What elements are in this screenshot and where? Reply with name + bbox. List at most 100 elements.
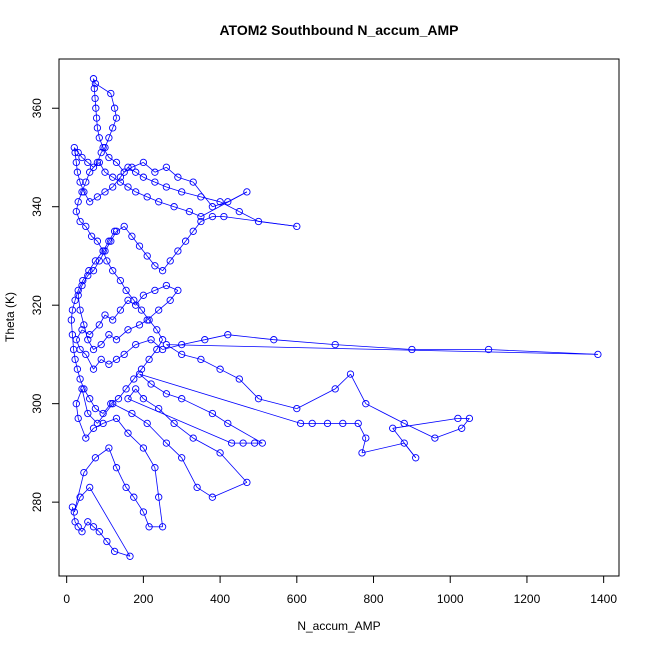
data-point <box>109 316 117 324</box>
y-tick-label: 340 <box>30 196 44 216</box>
data-point <box>82 178 90 186</box>
data-point <box>114 395 123 403</box>
data-point <box>91 454 100 462</box>
data-point <box>89 75 98 83</box>
data-point <box>112 414 121 423</box>
series-line-segment <box>87 339 94 350</box>
data-point <box>151 286 159 295</box>
series-line-segment <box>141 309 150 321</box>
data-point <box>105 444 113 452</box>
series-line-segment <box>434 427 462 439</box>
series-line-segment <box>93 359 102 370</box>
data-point <box>189 227 197 235</box>
series-line-segment <box>100 359 110 365</box>
data-point <box>139 158 148 167</box>
data-point <box>93 419 102 428</box>
data-point <box>85 267 93 275</box>
series-line-segment <box>98 531 108 542</box>
series-line-segment <box>131 236 140 247</box>
data-point <box>484 345 493 354</box>
series-line-segment <box>125 290 135 301</box>
data-point <box>224 331 232 339</box>
series-line-segment <box>94 98 97 109</box>
data-point <box>70 508 78 516</box>
series-line-segment <box>258 398 297 409</box>
data-point <box>116 173 125 181</box>
series-line-segment <box>392 428 417 459</box>
data-point <box>67 316 75 324</box>
series-line-segment <box>116 329 129 341</box>
data-point <box>208 409 217 418</box>
data-point <box>80 468 88 477</box>
data-point <box>178 454 186 462</box>
data-point <box>130 296 138 304</box>
data-point <box>89 365 98 373</box>
data-point <box>71 355 79 364</box>
data-point <box>95 158 103 167</box>
series-layer <box>67 75 602 560</box>
data-point <box>87 232 96 240</box>
series-line-segment <box>392 418 458 429</box>
series-line-segment <box>89 324 100 335</box>
data-point <box>323 419 332 428</box>
data-point <box>235 207 243 216</box>
data-point <box>155 404 163 413</box>
data-point <box>92 114 101 122</box>
series-line-segment <box>73 349 76 360</box>
y-tick-label: 300 <box>30 393 44 413</box>
data-point <box>76 217 84 226</box>
data-point <box>296 419 305 428</box>
series-line-segment <box>70 319 73 335</box>
series-line-segment <box>75 211 81 222</box>
data-point <box>126 552 134 560</box>
series-line-segment <box>143 447 156 468</box>
data-point <box>112 158 121 167</box>
series-line-segment <box>227 334 274 341</box>
data-point <box>95 321 103 329</box>
series-line-segment <box>73 472 85 513</box>
data-point <box>170 419 178 428</box>
series-line-segment <box>154 166 167 173</box>
data-point <box>122 286 130 295</box>
data-point <box>201 336 209 344</box>
series-line-segment <box>158 299 171 311</box>
series-line-segment <box>146 255 156 267</box>
data-point <box>109 267 117 275</box>
data-point <box>137 306 146 314</box>
series-line-segment <box>148 349 158 360</box>
series-line-segment <box>125 487 135 498</box>
series-line-segment <box>75 162 78 173</box>
series-line-segment <box>70 310 73 321</box>
data-point <box>408 345 416 354</box>
series-line-segment <box>75 403 79 419</box>
series-line-segment <box>365 403 405 424</box>
data-point <box>80 321 88 329</box>
series-line-segment <box>127 186 136 193</box>
series-line-segment <box>77 295 81 311</box>
series-line-segment <box>335 344 412 350</box>
series-line-segment <box>154 181 167 188</box>
x-tick-label: 0 <box>63 592 70 606</box>
data-point <box>112 355 121 364</box>
data-point <box>68 306 77 314</box>
series-line-segment <box>75 201 79 212</box>
y-tick-label: 320 <box>30 295 44 315</box>
data-point <box>105 134 113 142</box>
data-point <box>254 395 263 403</box>
data-point <box>139 173 148 181</box>
data-point <box>89 267 98 275</box>
data-point <box>155 493 163 501</box>
data-point <box>90 84 98 93</box>
data-point <box>86 331 94 339</box>
data-point <box>72 158 80 167</box>
data-point <box>158 267 167 275</box>
data-point <box>132 188 140 196</box>
series-line-segment <box>135 171 144 178</box>
data-point <box>84 409 92 418</box>
series-line-segment <box>74 359 78 370</box>
data-point <box>95 257 103 265</box>
series-line-segment <box>166 393 182 400</box>
data-point <box>174 286 182 295</box>
data-point <box>594 350 602 359</box>
data-point <box>250 439 259 447</box>
